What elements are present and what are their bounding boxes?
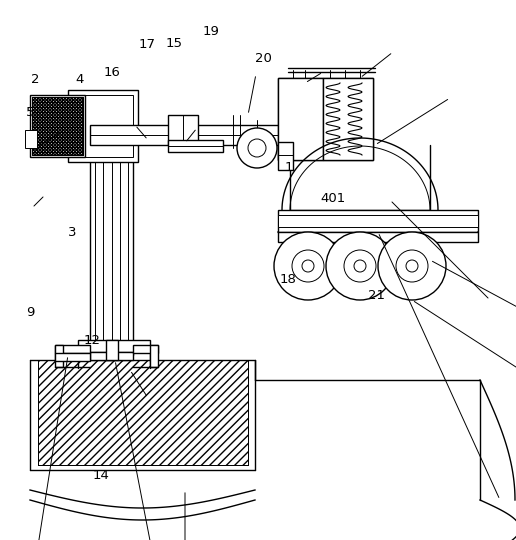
Bar [32,97,83,155]
Text: 14: 14 [92,469,109,482]
Text: 4: 4 [76,73,84,86]
Bar [32,97,83,155]
Bar [278,142,293,170]
Bar [90,125,290,145]
Circle shape [378,232,446,300]
Text: 18: 18 [280,273,296,286]
Bar [278,78,323,160]
Bar [283,83,368,155]
Bar [133,345,158,353]
Bar [106,340,118,360]
Bar [323,78,373,160]
Bar [68,90,138,162]
Bar [90,352,133,360]
Bar [278,215,478,227]
Text: 401: 401 [320,192,345,205]
Circle shape [237,128,277,168]
Circle shape [274,232,342,300]
Text: 9: 9 [26,306,34,319]
Text: 2: 2 [31,73,39,86]
Bar [78,340,150,352]
Text: 12: 12 [84,334,100,347]
Bar [25,130,37,148]
Circle shape [292,250,324,282]
Text: 3: 3 [68,226,76,239]
Text: 17: 17 [139,38,155,51]
Text: 20: 20 [255,52,271,65]
Bar [168,140,223,152]
Text: 16: 16 [104,66,121,79]
Bar [150,345,158,367]
Text: 1: 1 [285,161,293,174]
Bar [55,353,90,361]
Text: 5: 5 [26,106,34,119]
Bar [278,232,478,242]
Bar [278,210,478,232]
Text: 19: 19 [202,25,219,38]
Bar [168,115,198,145]
Circle shape [406,260,418,272]
Bar [73,95,133,157]
Bar [32,97,83,155]
Bar [38,360,248,465]
Circle shape [344,250,376,282]
Bar [278,78,373,160]
Circle shape [302,260,314,272]
Circle shape [248,139,266,157]
Circle shape [354,260,366,272]
Text: 15: 15 [166,37,183,50]
Circle shape [396,250,428,282]
Bar [55,345,90,353]
Bar [55,345,63,367]
Bar [30,95,85,157]
Text: 21: 21 [368,289,385,302]
Circle shape [326,232,394,300]
